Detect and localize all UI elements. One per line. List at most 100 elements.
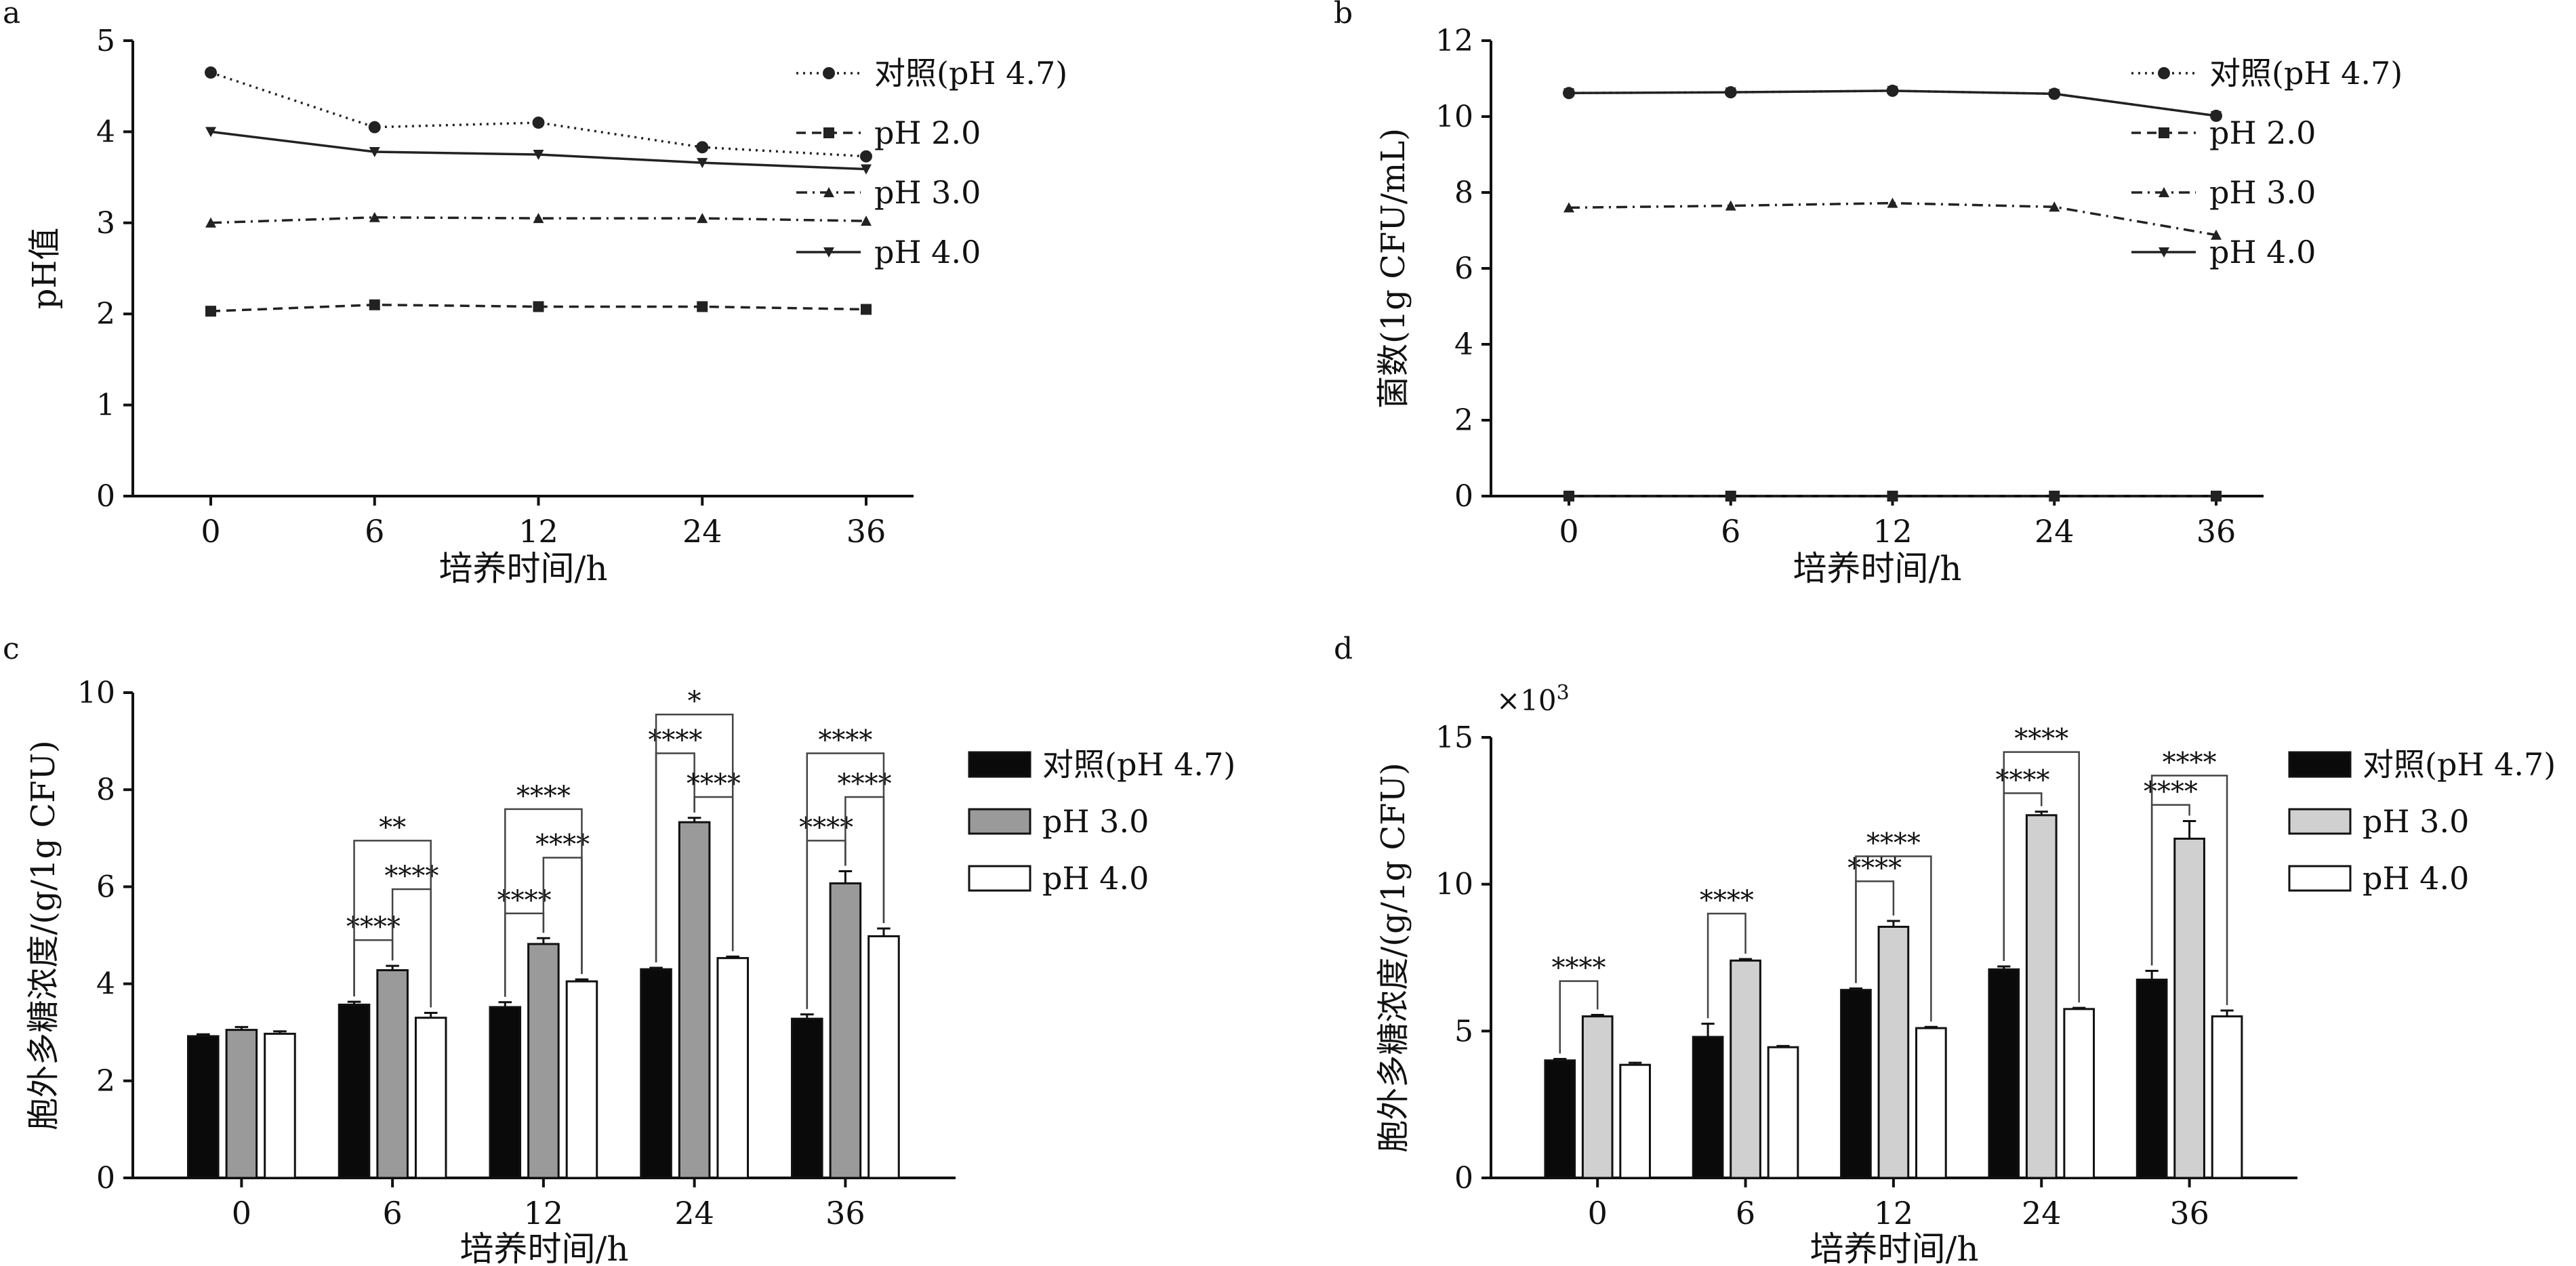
bar bbox=[2135, 979, 2168, 1179]
panel-letter-d: d bbox=[1334, 632, 1353, 666]
bar bbox=[1840, 989, 1872, 1179]
significance-label: **** bbox=[497, 885, 552, 916]
legend-swatch bbox=[2288, 808, 2352, 835]
significance-label: **** bbox=[799, 812, 853, 843]
y-tick-label: 10 bbox=[1435, 100, 1473, 134]
bar bbox=[1544, 1059, 1576, 1179]
x-axis-label: 培养时间/h bbox=[1793, 549, 1961, 588]
x-tick-label: 24 bbox=[674, 1195, 714, 1231]
bar bbox=[527, 943, 560, 1179]
y-tick-label: 12 bbox=[1435, 24, 1473, 58]
legend-label: pH 3.0 bbox=[2363, 803, 2469, 840]
significance-label: **** bbox=[535, 829, 590, 860]
x-tick-label: 36 bbox=[825, 1195, 865, 1231]
significance-bracket bbox=[2150, 775, 2228, 1005]
bar bbox=[489, 1006, 522, 1179]
bar bbox=[2063, 1008, 2095, 1179]
y-multiplier-exponent: 3 bbox=[1557, 681, 1570, 705]
legend-label: pH 4.0 bbox=[874, 234, 981, 270]
y-tick-label: 1 bbox=[96, 388, 115, 423]
bar bbox=[1877, 926, 1910, 1179]
legend-swatch bbox=[968, 865, 1031, 892]
significance-label: **** bbox=[1866, 828, 1921, 859]
y-axis-label: pH值 bbox=[26, 228, 64, 310]
y-axis-label: 菌数(1g CFU/mL) bbox=[1374, 128, 1412, 409]
bar bbox=[565, 980, 598, 1179]
legend-marker bbox=[2158, 67, 2170, 79]
significance-label: **** bbox=[687, 769, 741, 800]
panel-letter-b: b bbox=[1334, 0, 1353, 30]
legend-swatch bbox=[968, 808, 1031, 835]
y-tick-label: 2 bbox=[96, 297, 115, 331]
x-tick-label: 12 bbox=[524, 1195, 564, 1231]
significance-bracket bbox=[1559, 980, 1599, 1054]
bar bbox=[678, 821, 711, 1179]
bar bbox=[1915, 1027, 1947, 1179]
legend-swatch bbox=[2288, 751, 2352, 778]
significance-label: **** bbox=[838, 769, 892, 800]
legend-label: pH 4.0 bbox=[2209, 234, 2316, 270]
legend-marker bbox=[2159, 187, 2169, 197]
bar bbox=[376, 969, 409, 1179]
bar bbox=[1730, 959, 1761, 1179]
y-tick-label: 2 bbox=[96, 1064, 115, 1099]
bar bbox=[2173, 838, 2205, 1179]
x-tick-label: 0 bbox=[1588, 1195, 1608, 1231]
significance-label: **** bbox=[648, 725, 702, 756]
legend-label: pH 3.0 bbox=[874, 174, 981, 211]
significance-label: **** bbox=[516, 781, 571, 812]
series-line-1 bbox=[205, 299, 872, 317]
y-tick-label: 4 bbox=[96, 967, 115, 1002]
series-line-2 bbox=[1563, 197, 2222, 240]
legend-label: pH 2.0 bbox=[2209, 115, 2316, 151]
bar bbox=[2025, 814, 2058, 1179]
legend-marker bbox=[823, 187, 834, 197]
significance-label: * bbox=[688, 686, 701, 717]
bar bbox=[1692, 1036, 1724, 1179]
x-tick-label: 0 bbox=[1559, 513, 1578, 550]
y-tick-label: 10 bbox=[1435, 867, 1473, 902]
significance-label: **** bbox=[346, 912, 401, 943]
bar bbox=[640, 968, 672, 1179]
legend-label: 对照(pH 4.7) bbox=[1042, 746, 1235, 783]
x-tick-label: 24 bbox=[682, 513, 722, 550]
x-tick-label: 6 bbox=[1721, 513, 1740, 550]
x-tick-label: 6 bbox=[1736, 1195, 1755, 1231]
y-tick-label: 5 bbox=[1454, 1014, 1473, 1048]
bar bbox=[791, 1017, 823, 1179]
x-tick-label: 0 bbox=[201, 513, 220, 550]
bar bbox=[1767, 1046, 1799, 1179]
legend-label: pH 4.0 bbox=[1042, 860, 1149, 897]
x-tick-label: 6 bbox=[365, 513, 384, 550]
series-line-2 bbox=[205, 211, 872, 228]
y-multiplier-label: ×103 bbox=[1496, 681, 1570, 717]
legend-label: 对照(pH 4.7) bbox=[874, 55, 1067, 91]
panel-letter-c: c bbox=[3, 632, 20, 666]
legend-label: pH 2.0 bbox=[874, 115, 981, 151]
legend-marker bbox=[823, 247, 834, 258]
x-tick-label: 36 bbox=[846, 513, 886, 550]
bar bbox=[1619, 1063, 1652, 1179]
bar bbox=[264, 1032, 296, 1179]
y-tick-label: 4 bbox=[96, 115, 115, 149]
x-tick-label: 0 bbox=[232, 1195, 251, 1231]
series-line-3 bbox=[205, 127, 872, 175]
bar bbox=[867, 935, 900, 1179]
significance-bracket bbox=[2003, 751, 2080, 1003]
legend-label: pH 3.0 bbox=[1042, 803, 1149, 840]
significance-label: **** bbox=[2163, 747, 2217, 778]
significance-bracket bbox=[1706, 912, 1746, 1019]
legend-swatch bbox=[968, 751, 1031, 778]
legend-label: pH 3.0 bbox=[2209, 174, 2316, 211]
y-axis-label: 胞外多糖浓度/(g/1g CFU) bbox=[24, 740, 62, 1130]
significance-label: ** bbox=[379, 812, 406, 843]
y-tick-label: 4 bbox=[1454, 327, 1473, 362]
x-axis-label: 培养时间/h bbox=[459, 1229, 628, 1266]
x-tick-label: 24 bbox=[2022, 1195, 2062, 1231]
significance-bracket bbox=[1855, 855, 1932, 1022]
x-tick-label: 36 bbox=[2196, 513, 2236, 550]
bar bbox=[225, 1029, 258, 1179]
